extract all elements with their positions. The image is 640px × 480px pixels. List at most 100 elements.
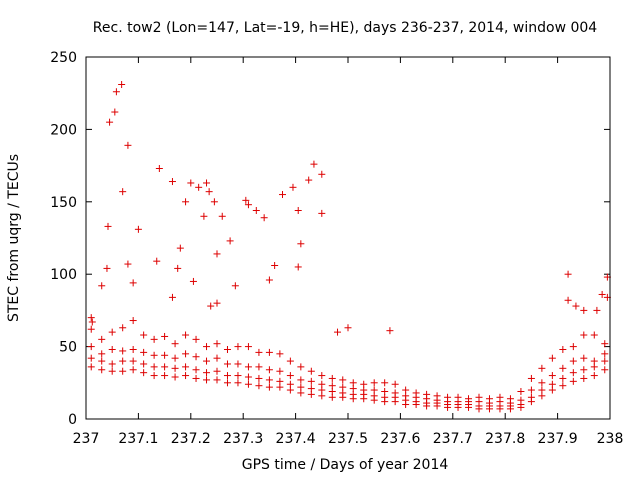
x-tick-label: 237	[73, 431, 100, 447]
data-point	[297, 389, 305, 397]
data-point	[580, 366, 588, 374]
data-point	[391, 380, 399, 388]
y-tick-label: 200	[50, 122, 77, 138]
data-point	[496, 405, 504, 413]
data-point	[297, 363, 305, 371]
x-tick-label: 237.7	[433, 431, 473, 447]
data-point	[129, 345, 137, 353]
data-point	[598, 290, 606, 298]
data-point	[189, 277, 197, 285]
data-point	[444, 403, 452, 411]
data-point	[276, 367, 284, 375]
data-point	[155, 164, 163, 172]
data-point	[506, 405, 514, 413]
data-point	[87, 363, 95, 371]
data-point	[286, 372, 294, 380]
data-point	[339, 393, 347, 401]
data-point	[119, 357, 127, 365]
data-point	[255, 363, 263, 371]
data-point	[305, 176, 313, 184]
data-point	[171, 354, 179, 362]
data-point	[381, 398, 389, 406]
data-point	[548, 354, 556, 362]
data-point	[294, 206, 302, 214]
data-point	[207, 302, 215, 310]
data-point	[527, 398, 535, 406]
x-tick-label: 237.6	[380, 431, 420, 447]
data-point	[260, 214, 268, 222]
x-tick-label: 237.5	[328, 431, 368, 447]
data-point	[601, 366, 609, 374]
data-point	[182, 363, 190, 371]
x-tick-label: 238	[597, 431, 624, 447]
data-point	[265, 383, 273, 391]
data-point	[161, 372, 169, 380]
data-point	[334, 328, 342, 336]
data-point	[150, 363, 158, 371]
y-axis-label: STEC from uqrg / TECUs	[6, 154, 22, 322]
data-point	[255, 382, 263, 390]
data-point	[108, 360, 116, 368]
data-point	[234, 372, 242, 380]
data-point	[192, 335, 200, 343]
data-point	[244, 343, 252, 351]
data-point	[344, 324, 352, 332]
data-point	[119, 324, 127, 332]
data-point	[265, 366, 273, 374]
data-point	[265, 348, 273, 356]
data-point	[210, 198, 218, 206]
data-point	[231, 282, 239, 290]
data-point	[171, 364, 179, 372]
data-point	[223, 372, 231, 380]
data-point	[213, 250, 221, 258]
data-point	[564, 296, 572, 304]
data-point	[153, 257, 161, 265]
data-point	[161, 363, 169, 371]
data-point	[104, 222, 112, 230]
data-point	[195, 183, 203, 191]
data-point	[103, 264, 111, 272]
data-point	[203, 376, 211, 384]
data-point	[161, 351, 169, 359]
data-point	[527, 374, 535, 382]
data-point	[140, 331, 148, 339]
data-point	[98, 350, 106, 358]
data-point	[412, 401, 420, 409]
data-point	[559, 374, 567, 382]
data-point	[134, 225, 142, 233]
data-point	[203, 179, 211, 187]
data-point	[276, 383, 284, 391]
data-point	[307, 390, 315, 398]
data-point	[538, 364, 546, 372]
data-point	[182, 372, 190, 380]
data-point	[255, 374, 263, 382]
data-point	[590, 363, 598, 371]
data-point	[381, 379, 389, 387]
data-point	[286, 357, 294, 365]
data-point	[234, 343, 242, 351]
data-point	[580, 354, 588, 362]
data-point	[192, 366, 200, 374]
data-point	[119, 347, 127, 355]
data-point	[234, 379, 242, 387]
x-tick-label: 237.9	[538, 431, 578, 447]
data-point	[244, 363, 252, 371]
data-point	[171, 340, 179, 348]
data-point	[223, 345, 231, 353]
data-point	[276, 350, 284, 358]
data-point	[203, 357, 211, 365]
data-point	[108, 328, 116, 336]
data-point	[176, 244, 184, 252]
data-point	[538, 379, 546, 387]
data-point	[286, 386, 294, 394]
data-point	[192, 374, 200, 382]
y-tick-label: 250	[50, 50, 77, 66]
chart-title: Rec. tow2 (Lon=147, Lat=-19, h=HE), days…	[93, 20, 597, 36]
data-point	[252, 206, 260, 214]
data-point	[475, 405, 483, 413]
data-point	[174, 264, 182, 272]
data-point	[98, 282, 106, 290]
data-point	[168, 293, 176, 301]
x-axis-label: GPS time / Days of year 2014	[242, 457, 449, 473]
data-point	[88, 318, 96, 326]
